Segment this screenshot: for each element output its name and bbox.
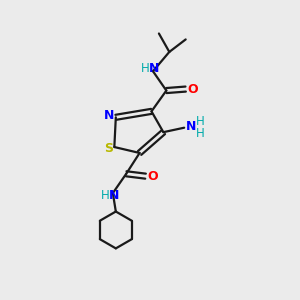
Text: N: N bbox=[109, 189, 119, 202]
Text: H: H bbox=[196, 115, 204, 128]
Text: S: S bbox=[104, 142, 113, 155]
Text: H: H bbox=[101, 189, 110, 202]
Text: O: O bbox=[188, 82, 198, 96]
Text: H: H bbox=[141, 62, 150, 75]
Text: N: N bbox=[104, 109, 115, 122]
Text: H: H bbox=[196, 127, 204, 140]
Text: N: N bbox=[149, 62, 160, 75]
Text: N: N bbox=[186, 120, 196, 133]
Text: O: O bbox=[148, 170, 158, 183]
